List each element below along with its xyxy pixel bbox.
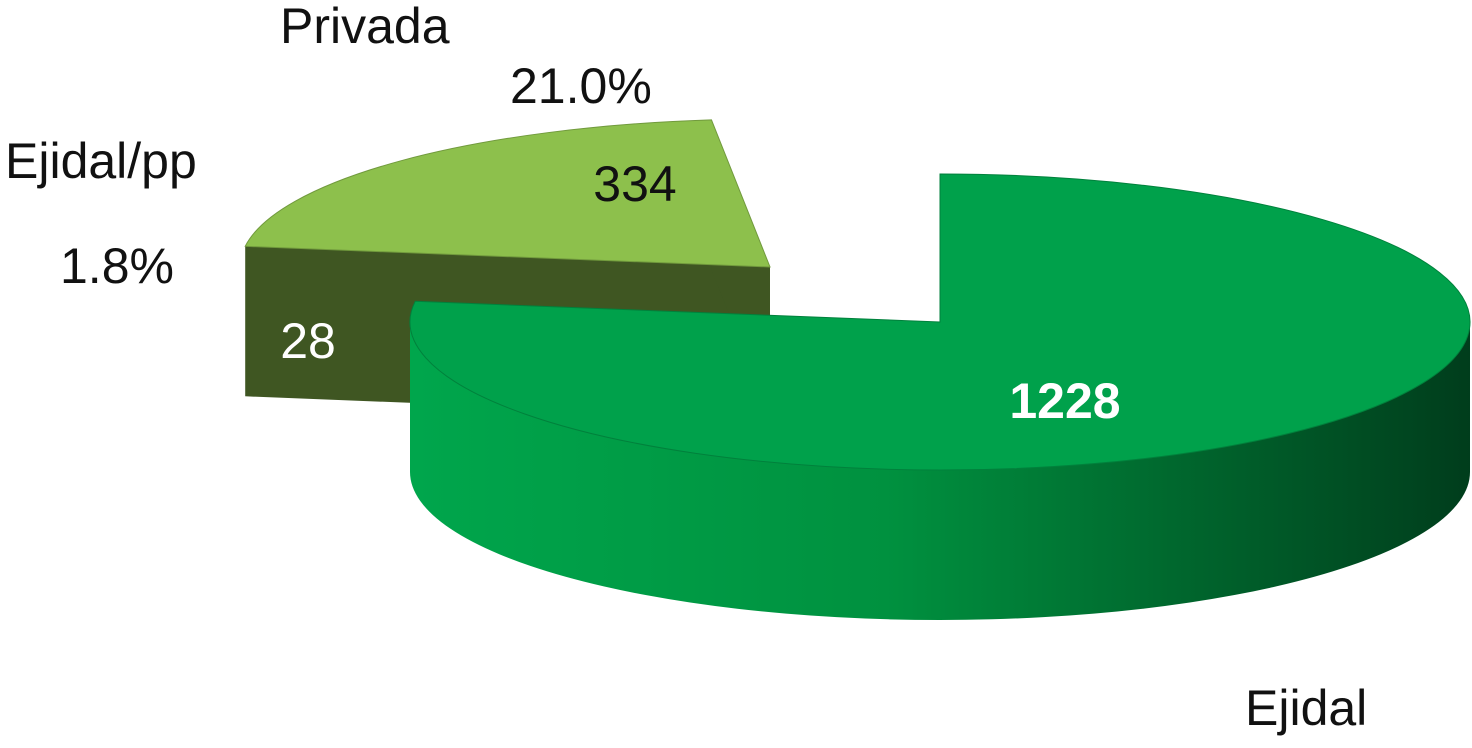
value-label: 334 [593,156,676,212]
slice [244,119,771,268]
category-label: Ejidal/pp [5,133,197,189]
slice-side [410,322,1470,620]
slice [409,173,1471,471]
value-label: 28 [280,313,336,369]
category-label: Privada [280,0,450,54]
value-label: 1228 [1009,373,1120,429]
percent-label: 1.8% [60,238,174,294]
percent-label: 21.0% [510,58,652,114]
category-label: Ejidal [1245,680,1367,736]
